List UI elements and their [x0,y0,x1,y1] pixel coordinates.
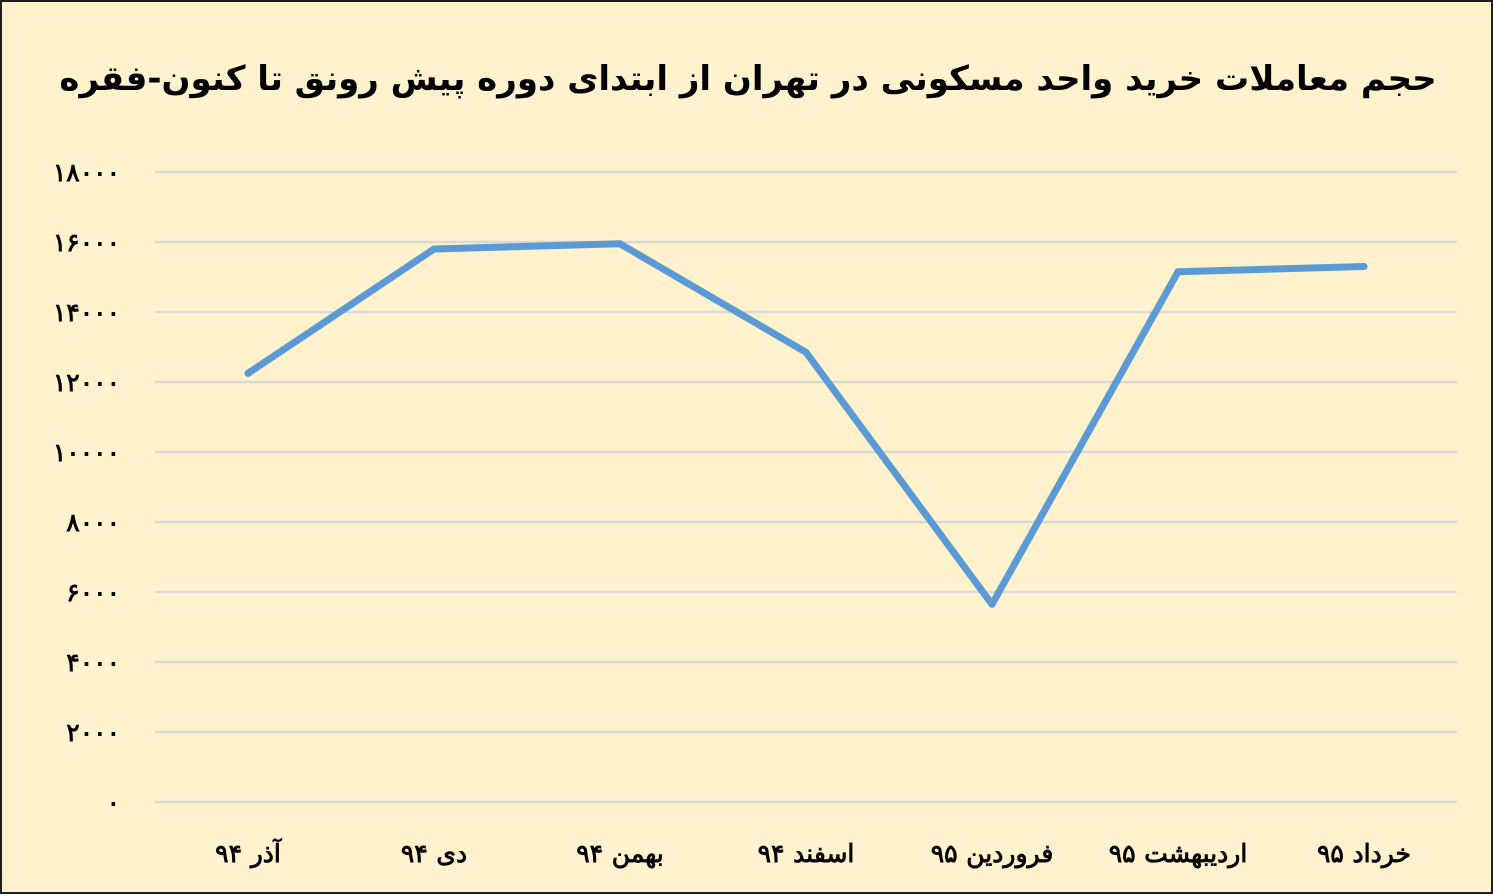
chart-title: حجم معاملات خرید واحد مسکونی در تهران از… [59,59,1436,99]
x-category-label: بهمن ۹۴ [576,839,664,869]
x-category-label: فروردین ۹۵ [931,839,1054,869]
data-point [802,348,810,356]
series-line [244,240,1368,608]
series-layer [244,240,1368,608]
y-tick-label: ۶۰۰۰ [66,578,120,607]
y-tick-label: ۰ [107,788,120,817]
y-tick-label: ۴۰۰۰ [66,648,120,677]
gridlines [155,170,1457,804]
x-category-label: دی ۹۴ [401,839,467,868]
y-tick-label: ۱۲۰۰۰ [53,368,120,397]
y-tick-label: ۸۰۰۰ [65,508,120,537]
data-point [1360,263,1368,270]
y-tick-label: ۱۸۰۰۰ [53,158,120,187]
data-point [616,240,624,248]
x-category-label: آذر ۹۴ [215,837,283,869]
y-tick-label: ۲۰۰۰ [66,718,120,747]
y-axis-tick-labels: ۰ ۲۰۰۰ ۴۰۰۰ ۶۰۰۰ ۸۰۰۰ ۱۰۰۰۰ ۱۲۰۰۰ ۱۴۰۰۰ ۱۶۰۰۰ ۱۸۰… [53,158,120,817]
y-tick-label: ۱۰۰۰۰ [53,438,120,467]
data-point [430,245,438,253]
data-point [988,600,996,608]
x-axis-category-labels: آذر ۹۴ دی ۹۴ بهمن ۹۴ اسفند ۹۴ فروردین ۹۵ اردی… [215,837,1411,869]
x-category-label: اسفند ۹۴ [758,839,855,868]
y-tick-label: ۱۴۰۰۰ [53,298,120,327]
x-category-label: خرداد ۹۵ [1317,839,1411,869]
data-point [244,369,252,377]
x-category-label: اردیبهشت ۹۵ [1109,839,1248,869]
data-point [1174,268,1182,276]
y-tick-label: ۱۶۰۰۰ [53,228,120,257]
